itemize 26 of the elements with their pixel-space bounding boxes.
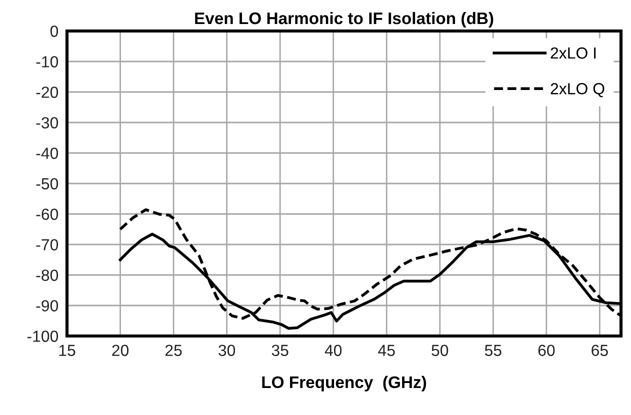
y-tick-label: -20 xyxy=(36,86,58,98)
x-tick-label: 35 xyxy=(272,344,288,356)
x-tick-label: 65 xyxy=(592,344,608,356)
y-tick-label: -40 xyxy=(36,148,58,159)
x-tick-label: 50 xyxy=(432,344,448,356)
legend-label: 2xLO Q xyxy=(550,83,604,98)
y-tick-label: -10 xyxy=(36,56,58,68)
x-tick-label: 40 xyxy=(324,344,342,356)
x-tick-label: 55 xyxy=(484,344,502,356)
legend-label: 2xLO I xyxy=(550,47,596,59)
x-tick-label: 25 xyxy=(165,344,182,356)
y-tick-label: -30 xyxy=(36,117,58,128)
y-tick-label: 0 xyxy=(50,26,58,37)
x-tick-label: 30 xyxy=(218,344,236,356)
chart-title: Even LO Harmonic to IF Isolation (dB) xyxy=(195,12,494,28)
x-tick-label: 60 xyxy=(538,344,555,356)
y-tick-label: -100 xyxy=(27,330,58,342)
y-tick-label: -90 xyxy=(36,300,58,312)
x-tick-label: 20 xyxy=(112,344,129,356)
x-tick-label: 15 xyxy=(59,344,76,356)
x-axis-title: LO Frequency (GHz) xyxy=(262,376,426,392)
y-tick-label: -80 xyxy=(36,270,58,281)
x-tick-label: 45 xyxy=(378,344,395,356)
y-tick-label: -60 xyxy=(36,208,58,220)
y-tick-label: -50 xyxy=(36,178,58,190)
y-tick-label: -70 xyxy=(36,239,58,250)
